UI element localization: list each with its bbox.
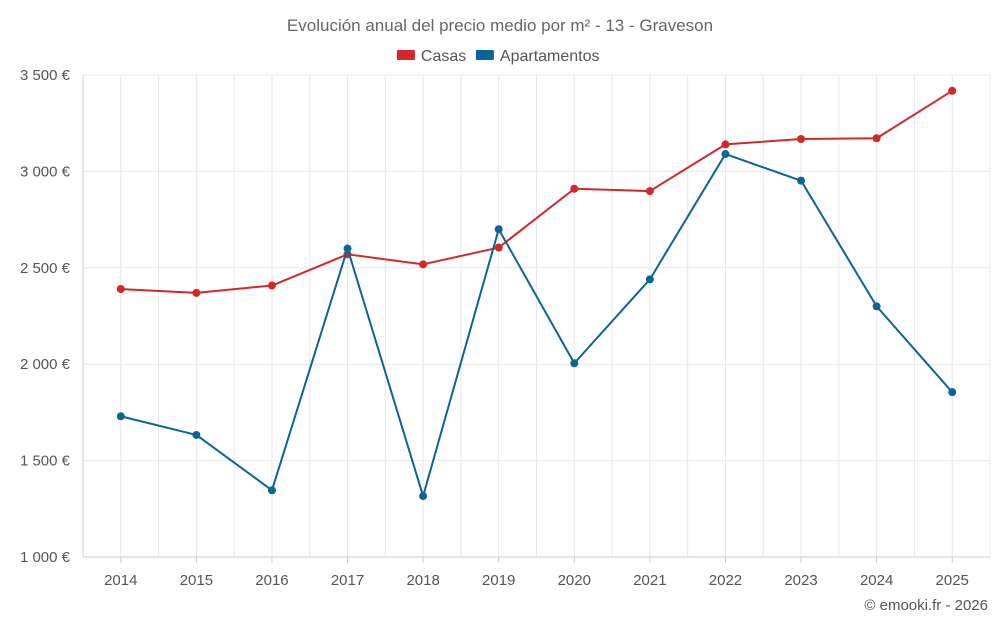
- series: [116, 86, 957, 501]
- x-tick-label: 2015: [180, 572, 213, 589]
- data-point[interactable]: [948, 388, 957, 397]
- legend: Casas Apartamentos: [396, 48, 600, 65]
- data-point[interactable]: [645, 187, 654, 196]
- data-point[interactable]: [494, 225, 503, 234]
- y-tick-label: 2 000 €: [20, 356, 71, 373]
- x-tick-label: 2021: [633, 572, 666, 589]
- data-point[interactable]: [116, 412, 125, 421]
- chart-title: Evolución anual del precio medio por m² …: [287, 16, 713, 35]
- series-apartamentos: [116, 150, 957, 501]
- data-point[interactable]: [570, 359, 579, 368]
- data-point[interactable]: [343, 244, 352, 253]
- data-point[interactable]: [721, 140, 730, 149]
- x-tick-label: 2017: [331, 572, 364, 589]
- y-tick-label: 1 500 €: [20, 453, 71, 470]
- data-point[interactable]: [872, 302, 881, 311]
- x-tick-label: 2025: [936, 572, 969, 589]
- data-point[interactable]: [721, 150, 730, 159]
- x-tick-label: 2019: [482, 572, 515, 589]
- y-tick-label: 3 500 €: [20, 67, 71, 84]
- x-tick-label: 2020: [558, 572, 591, 589]
- data-point[interactable]: [645, 275, 654, 284]
- legend-label[interactable]: Apartamentos: [500, 48, 600, 65]
- data-point[interactable]: [797, 135, 806, 144]
- x-tick-label: 2014: [104, 572, 137, 589]
- series-line: [120, 89, 953, 294]
- data-point[interactable]: [494, 243, 503, 252]
- axes: 1 000 € 1 500 € 2 000 € 2 500 € 3 000 € 3 500…: [20, 67, 990, 589]
- data-point[interactable]: [948, 86, 957, 95]
- data-point[interactable]: [267, 486, 276, 495]
- y-tick-label: 2 500 €: [20, 260, 71, 277]
- data-point[interactable]: [267, 281, 276, 290]
- data-point[interactable]: [797, 176, 806, 185]
- x-tick-label: 2024: [860, 572, 893, 589]
- data-point[interactable]: [192, 430, 201, 439]
- x-tick-label: 2018: [406, 572, 439, 589]
- y-tick-label: 1 000 €: [20, 549, 71, 566]
- x-tick-label: 2016: [255, 572, 288, 589]
- legend-swatch[interactable]: [396, 50, 415, 60]
- data-point[interactable]: [570, 184, 579, 193]
- data-point[interactable]: [419, 260, 428, 269]
- y-tick-label: 3 000 €: [20, 163, 71, 180]
- data-point[interactable]: [419, 492, 428, 501]
- data-point[interactable]: [192, 288, 201, 297]
- credit-text: © emooki.fr - 2026: [864, 597, 988, 614]
- grid: [82, 74, 991, 557]
- data-point[interactable]: [116, 285, 125, 294]
- data-point[interactable]: [872, 134, 881, 143]
- x-tick-label: 2022: [709, 572, 742, 589]
- legend-swatch[interactable]: [475, 50, 494, 60]
- x-tick-label: 2023: [784, 572, 817, 589]
- legend-label[interactable]: Casas: [421, 48, 466, 65]
- series-line: [120, 153, 953, 498]
